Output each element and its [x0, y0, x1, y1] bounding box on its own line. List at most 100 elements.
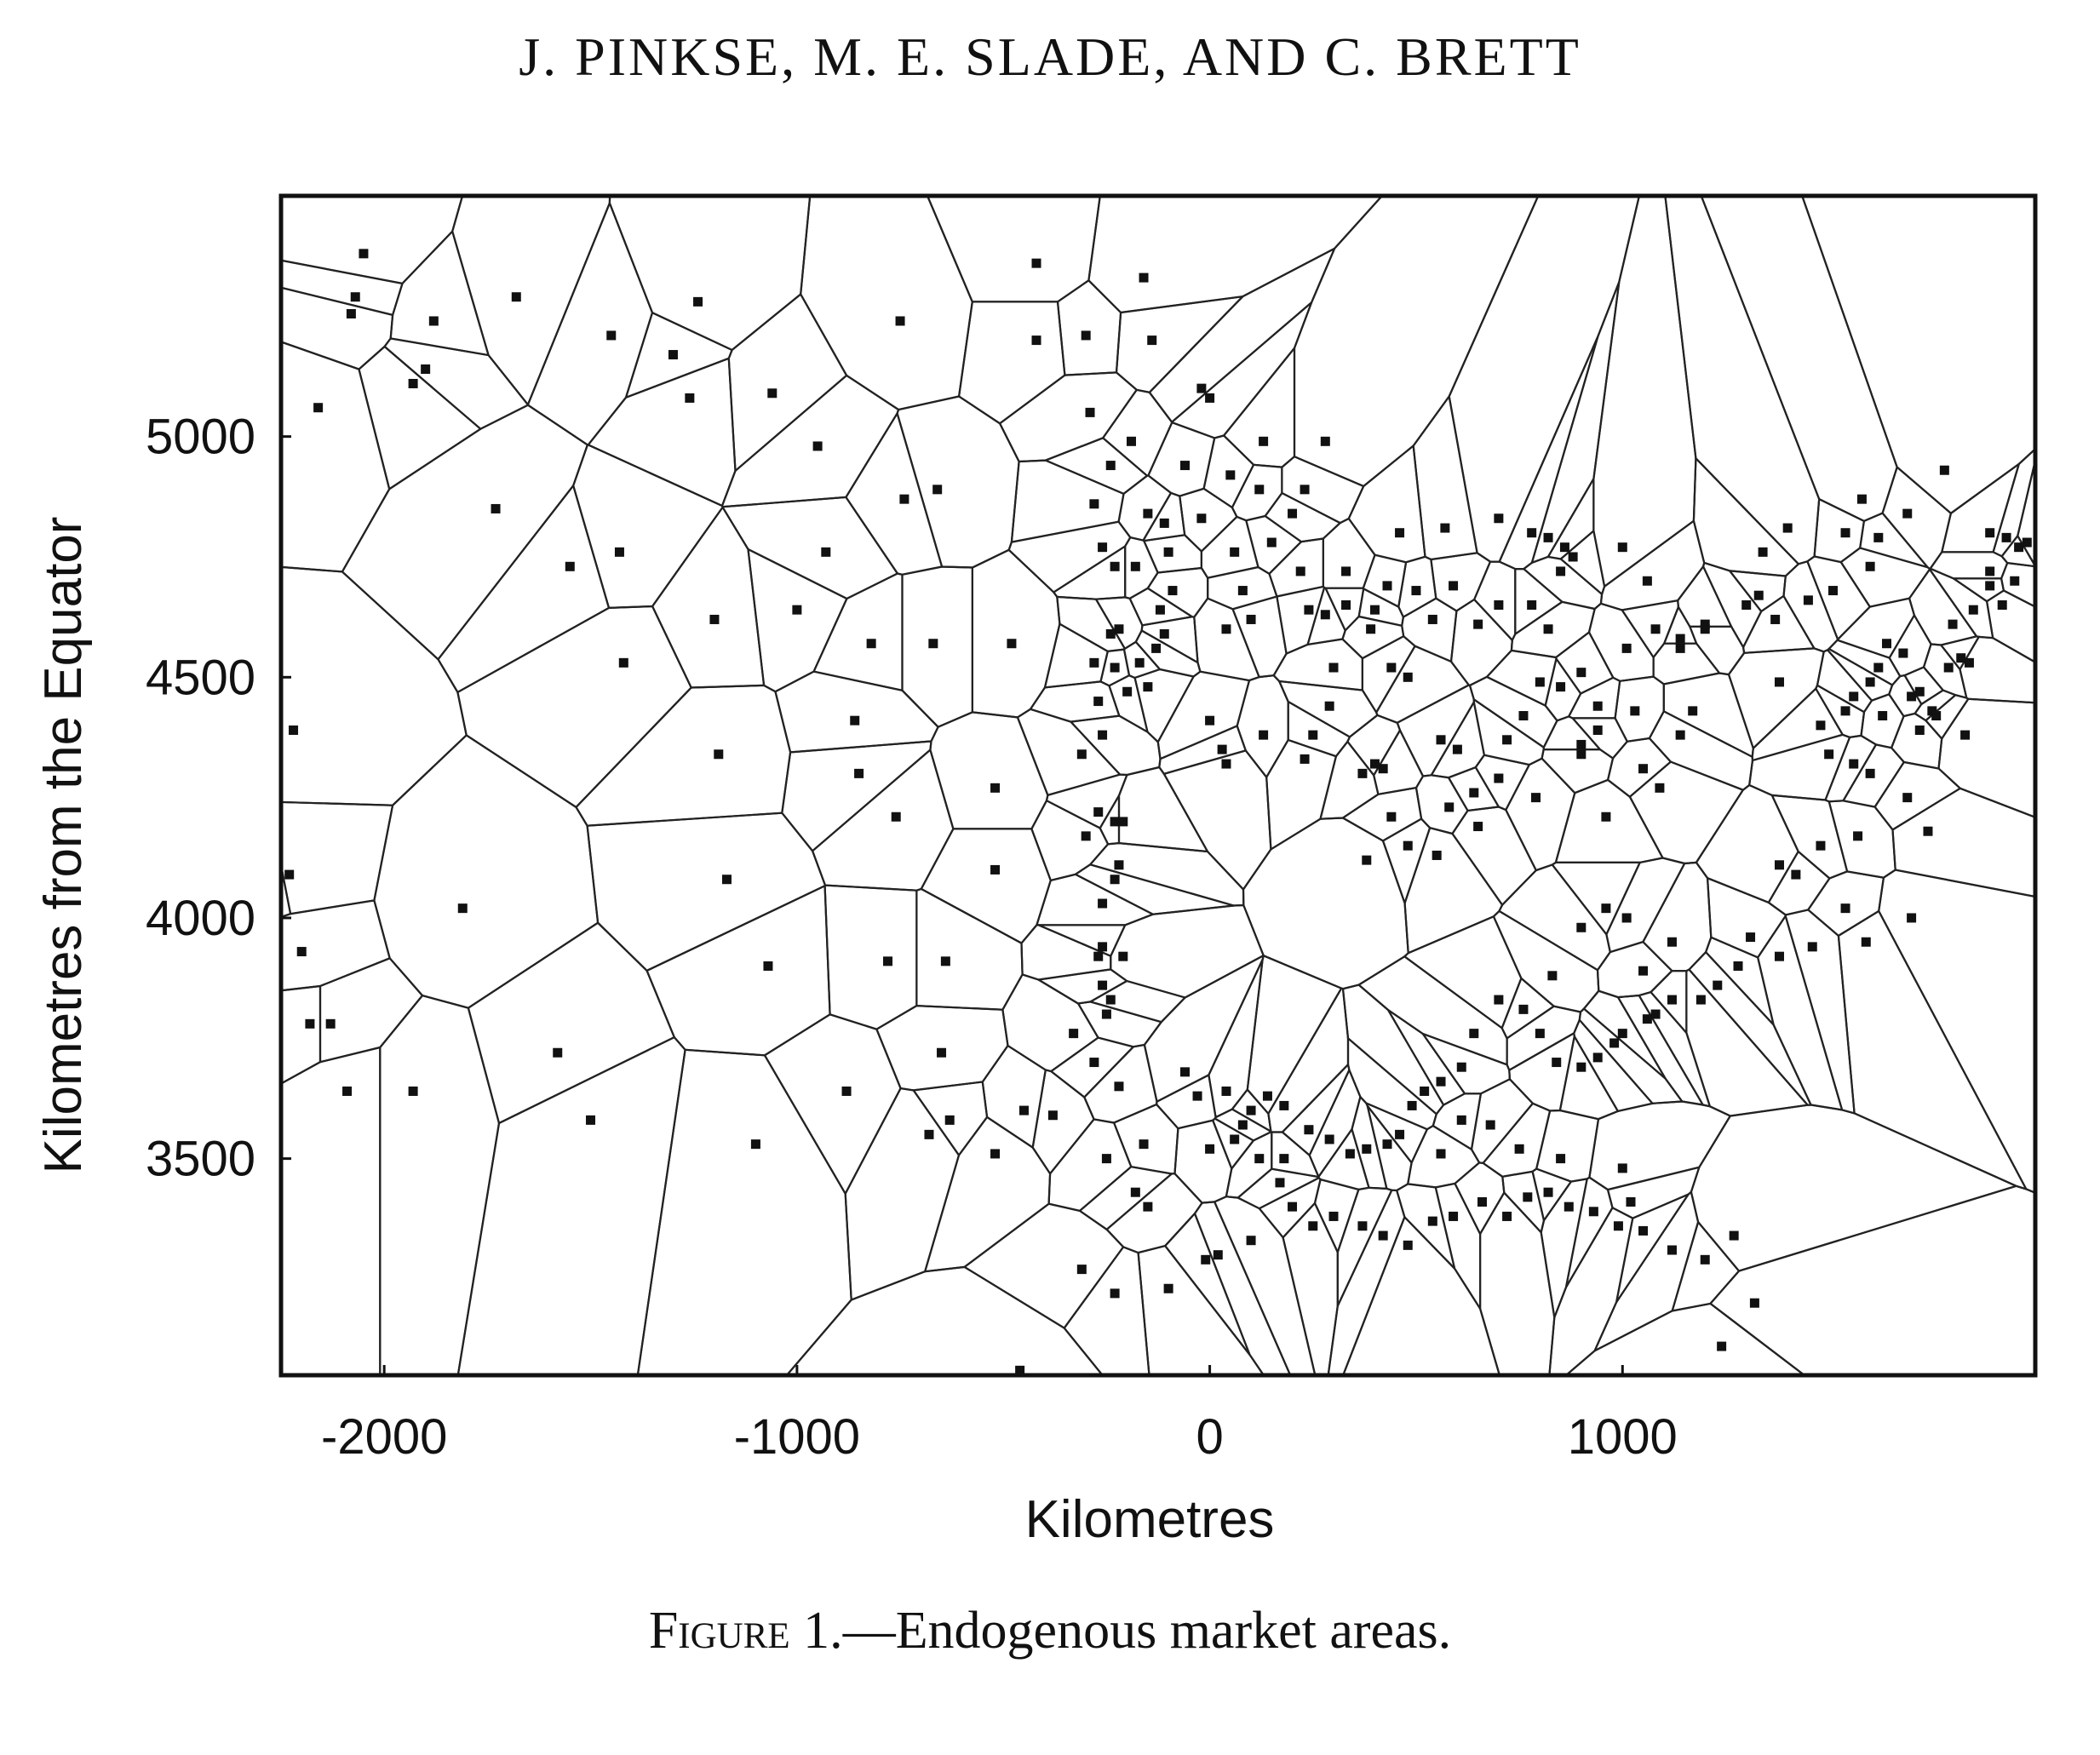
plant-point: [1093, 951, 1104, 961]
plant-point: [1098, 942, 1108, 952]
plant-point: [1803, 595, 1813, 605]
market-area-cell: [1652, 642, 1722, 685]
plant-point: [1746, 932, 1756, 943]
y-tick-label: 4000: [146, 891, 255, 946]
market-area-cell: [1616, 994, 1705, 1106]
plant-point: [891, 812, 901, 822]
plant-point: [1518, 1004, 1529, 1014]
plant-point: [1816, 720, 1826, 731]
plant-point: [883, 956, 893, 966]
market-area-cell: [1208, 959, 1264, 1119]
figure-caption-text: —Endogenous market areas.: [842, 1602, 1452, 1660]
plant-point: [841, 1086, 852, 1096]
market-area-cell: [1992, 447, 2035, 558]
market-area-cell: [1700, 196, 1898, 523]
market-area-cell: [636, 1048, 852, 1375]
plant-point: [668, 350, 678, 360]
plant-point: [1473, 822, 1483, 832]
plant-point: [1873, 662, 1884, 673]
plant-point: [565, 561, 575, 571]
plant-point: [1576, 922, 1586, 932]
plant-point: [1543, 624, 1553, 634]
plant-point: [1089, 499, 1099, 509]
market-area-cell: [1706, 876, 1787, 959]
plant-point: [457, 903, 468, 914]
plant-point: [1275, 1178, 1285, 1188]
market-area-cell: [1078, 1166, 1174, 1231]
plant-point: [1601, 903, 1611, 914]
market-area-cell: [281, 196, 464, 285]
market-area-cell: [1478, 1190, 1556, 1375]
plant-point: [1341, 600, 1351, 611]
market-area-cell: [1143, 954, 1265, 1104]
plant-point: [1221, 624, 1231, 634]
figure-label: Figure 1.: [648, 1602, 843, 1660]
market-area-cell: [1599, 519, 1706, 611]
market-area-cell: [1671, 1219, 1741, 1312]
plant-point: [1436, 1076, 1446, 1087]
market-area-cell: [1193, 597, 1261, 682]
market-area-cell: [1540, 1178, 1589, 1322]
plant-point: [1076, 749, 1087, 760]
plant-point: [1320, 610, 1330, 620]
plant-point: [1552, 1058, 1562, 1068]
y-axis-title: Kilometres from the Equator: [34, 517, 93, 1174]
market-area-cell: [341, 404, 589, 661]
market-area-cell: [845, 410, 944, 576]
plant-point: [325, 1018, 336, 1029]
plant-point: [1865, 677, 1875, 687]
plant-point: [1840, 528, 1850, 538]
plant-point: [1559, 542, 1569, 553]
plant-point: [1168, 586, 1178, 596]
market-area-cell: [1035, 873, 1156, 926]
plant-point: [1638, 966, 1649, 976]
plant-point: [1147, 336, 1157, 346]
plant-point: [1432, 850, 1442, 860]
market-area-cell: [1839, 547, 1931, 608]
market-area-cell: [800, 196, 973, 411]
market-area-cell: [1010, 459, 1125, 543]
plant-point: [1523, 1192, 1533, 1202]
market-area-cell: [1685, 968, 1810, 1117]
running-header: J. PINKSE, M. E. SLADE, AND C. BRETT: [519, 26, 1581, 87]
y-tick-label: 4500: [146, 650, 255, 705]
market-area-cell: [318, 956, 424, 1064]
plant-point: [1213, 1250, 1223, 1260]
plant-point: [1328, 1211, 1339, 1221]
y-axis-ticks: 3500 4000 4500 5000: [146, 410, 291, 1187]
market-area-cell: [1236, 674, 1289, 779]
plant-point: [685, 393, 695, 403]
plant-point: [1192, 1091, 1202, 1101]
market-area-cell: [1110, 903, 1265, 999]
plant-point: [812, 441, 823, 451]
market-area-cell: [1396, 684, 1475, 777]
plant-point: [1907, 913, 1917, 923]
plant-point: [1105, 628, 1116, 639]
plant-point: [1362, 1144, 1372, 1154]
market-area-cell: [575, 684, 792, 827]
market-area-cell: [1535, 1109, 1600, 1183]
market-area-cell: [1412, 393, 1478, 561]
plant-point: [1861, 937, 1871, 947]
plant-point: [2010, 576, 2020, 586]
plant-point: [1568, 552, 1578, 562]
plant-point: [1514, 1144, 1524, 1154]
plant-point: [1494, 600, 1504, 611]
plant-point: [1324, 1134, 1334, 1144]
plant-point: [1997, 600, 2007, 611]
plant-point: [1494, 995, 1504, 1005]
market-area-cell: [1890, 712, 1943, 770]
plant-point: [1015, 1365, 1025, 1375]
plant-point: [1345, 1149, 1355, 1159]
market-area-cell: [1587, 602, 1655, 682]
plant-point: [1576, 668, 1586, 678]
plant-point: [606, 330, 617, 341]
market-area-cell: [747, 548, 848, 693]
plant-point: [714, 749, 724, 760]
plant-point: [1308, 1221, 1318, 1231]
plant-point: [1502, 1211, 1512, 1221]
market-area-cell: [1564, 1176, 1614, 1288]
market-area-cell: [763, 1013, 902, 1196]
plant-point: [1914, 725, 1925, 735]
plant-point: [1139, 272, 1149, 283]
